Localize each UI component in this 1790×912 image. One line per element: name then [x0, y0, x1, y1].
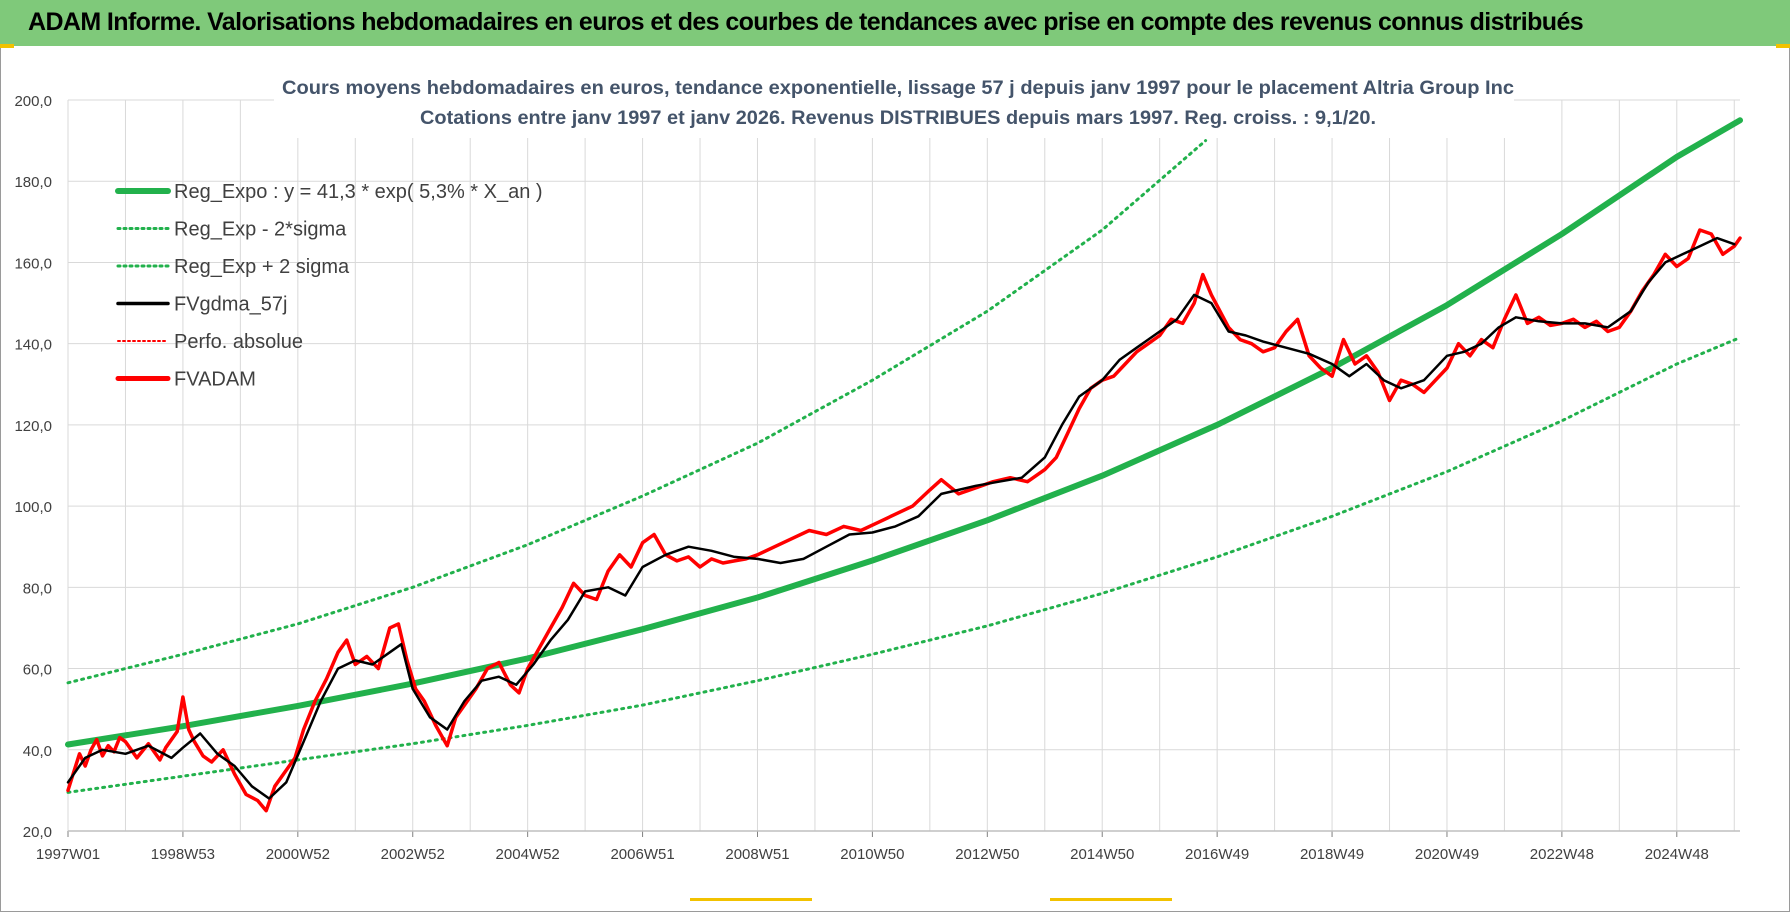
x-tick-label: 2022W48 — [1530, 846, 1594, 863]
series-line-fvadam — [66, 228, 1742, 813]
y-tick-label: 200,0 — [14, 93, 52, 110]
chart-title-line-2: Cotations entre janv 1997 et janv 2026. … — [420, 108, 1376, 129]
x-tick-label: 1998W53 — [151, 846, 215, 863]
grid-lines — [67, 99, 1740, 837]
y-tick-label: 20,0 — [23, 824, 52, 841]
data-series — [65, 117, 1743, 813]
y-tick-label: 160,0 — [14, 255, 52, 272]
y-tick-label: 140,0 — [14, 337, 52, 354]
x-tick-label: 2014W50 — [1070, 846, 1134, 863]
y-axis-labels: 20,0 40,0 60,0 80,0 100,0 120,0 140,0 160,0 180,… — [14, 93, 52, 841]
corner-mark — [1776, 44, 1790, 48]
chart-title-line-1: Cours moyens hebdomadaires en euros, ten… — [282, 78, 1514, 99]
x-tick-label: 2018W49 — [1300, 846, 1364, 863]
legend-label: FVADAM — [174, 369, 256, 391]
corner-mark — [0, 44, 14, 48]
x-tick-label: 2002W52 — [381, 846, 445, 863]
legend-label: FVgdma_57j — [174, 294, 287, 316]
legend: Reg_Expo : y = 41,3 * exp( 5,3% * X_an )… — [115, 181, 543, 391]
y-tick-label: 120,0 — [14, 418, 52, 435]
x-axis-labels: 1997W01 1998W53 2000W52 2002W52 2004W52 2006W… — [36, 846, 1709, 863]
corner-mark — [690, 898, 812, 901]
x-tick-label: 2010W50 — [840, 846, 904, 863]
chart-title-background — [274, 68, 1514, 138]
legend-label: Perfo. absolue — [174, 331, 303, 353]
x-tick-label: 2020W49 — [1415, 846, 1479, 863]
corner-mark — [1050, 898, 1172, 901]
report-title: ADAM Informe. Valorisations hebdomadaire… — [28, 8, 1584, 36]
series-line-reg-exp-2-sigma — [66, 336, 1742, 794]
series-line-reg-exp-2-sigma — [66, 139, 1208, 685]
legend-label: Reg_Exp + 2 sigma — [174, 256, 350, 278]
y-tick-label: 60,0 — [23, 662, 52, 679]
x-tick-label: 1997W01 — [36, 846, 100, 863]
x-tick-label: 2008W51 — [725, 846, 789, 863]
y-tick-label: 180,0 — [14, 174, 52, 191]
y-tick-label: 80,0 — [23, 580, 52, 597]
y-tick-label: 100,0 — [14, 499, 52, 516]
legend-label: Reg_Exp - 2*sigma — [174, 219, 347, 241]
title-banner: ADAM Informe. Valorisations hebdomadaire… — [0, 0, 1790, 46]
legend-label: Reg_Expo : y = 41,3 * exp( 5,3% * X_an ) — [174, 181, 543, 203]
series-line-fvgdma-57j — [66, 236, 1736, 800]
x-tick-label: 2016W49 — [1185, 846, 1249, 863]
y-tick-label: 40,0 — [23, 743, 52, 760]
x-tick-label: 2006W51 — [610, 846, 674, 863]
series-line-reg-expo — [65, 117, 1743, 748]
x-tick-label: 2000W52 — [266, 846, 330, 863]
x-tick-label: 2012W50 — [955, 846, 1019, 863]
x-tick-label: 2004W52 — [496, 846, 560, 863]
x-tick-label: 2024W48 — [1645, 846, 1709, 863]
